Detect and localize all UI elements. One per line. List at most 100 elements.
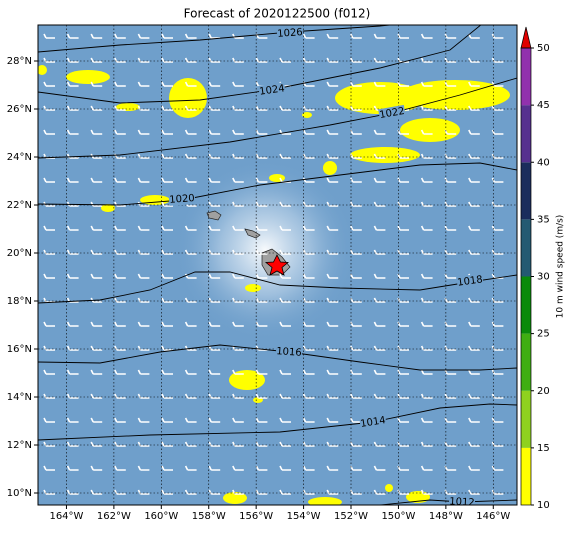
wind-barb: [350, 225, 362, 231]
y-tick-label: 14°N: [7, 392, 32, 403]
wind-barb: [184, 369, 197, 375]
wind-barb: [184, 393, 197, 399]
map-area: 1026 1024 1022 1020 1018 1016 1014 1012: [38, 25, 517, 505]
wind-barb: [373, 249, 386, 255]
wind-barb: [232, 57, 244, 63]
wind-barb: [184, 465, 197, 471]
wind-barb: [232, 105, 244, 111]
wind-barb: [43, 345, 55, 351]
wind-barb: [491, 297, 504, 303]
contour-line: [379, 499, 517, 505]
wind-barb: [43, 321, 55, 327]
wind-barb: [161, 345, 173, 351]
x-tick-label: 152°W: [334, 511, 368, 522]
wind-barb: [279, 489, 291, 495]
wind-barbs: [43, 33, 504, 495]
wind-barb: [208, 465, 221, 471]
wind-barb: [279, 249, 291, 255]
wind-barb: [137, 417, 150, 423]
wind-barb: [444, 297, 457, 303]
wind-barb: [326, 57, 339, 63]
wind-barb: [43, 225, 55, 231]
wind-barb: [232, 81, 244, 87]
wind-barb: [43, 489, 55, 495]
wind-barb: [491, 441, 504, 447]
wind-barb: [326, 465, 339, 471]
wind-barb: [184, 105, 197, 111]
wind-barb: [137, 297, 150, 303]
wind-barb: [420, 81, 433, 87]
wind-barb: [114, 249, 126, 255]
wind-barb: [232, 177, 244, 183]
wind-barb: [350, 369, 362, 375]
wind-barb: [397, 417, 409, 423]
wind-barb: [66, 489, 79, 495]
wind-barb: [350, 249, 362, 255]
x-tick-label: 158°W: [192, 511, 226, 522]
wind-barb: [161, 441, 173, 447]
contour-label-bg: [276, 26, 304, 40]
wind-barb: [66, 441, 79, 447]
wind-barb: [468, 177, 480, 183]
wind-barb: [420, 129, 433, 135]
wind-barb: [279, 297, 291, 303]
wind-barb: [208, 321, 221, 327]
wind-barb: [468, 417, 480, 423]
wind-barb: [208, 369, 221, 375]
wind-barb: [326, 153, 339, 159]
wind-barb: [444, 129, 457, 135]
x-tick-label: 160°W: [144, 511, 178, 522]
colorbar-label: 10 m wind speed (m/s): [556, 215, 566, 319]
x-tick-label: 148°W: [429, 511, 463, 522]
y-tick-label: 22°N: [7, 200, 32, 211]
wind-barb: [90, 81, 103, 87]
wind-barb: [468, 105, 480, 111]
wind-barb: [326, 321, 339, 327]
wind-barb: [137, 465, 150, 471]
wind-barb: [302, 273, 315, 279]
wind-barb: [90, 225, 103, 231]
wind-barb: [468, 57, 480, 63]
wind-barb: [350, 201, 362, 207]
wind-barb: [255, 225, 268, 231]
wind-barb: [161, 393, 173, 399]
wind-barb: [468, 249, 480, 255]
wind-barb: [350, 393, 362, 399]
wind-barb: [184, 441, 197, 447]
wind-barb: [43, 129, 55, 135]
wind-barb: [232, 465, 244, 471]
wind-barb: [184, 417, 197, 423]
wind-barb: [444, 369, 457, 375]
wind-barb: [90, 201, 103, 207]
wind-barb: [468, 225, 480, 231]
wind-barb: [114, 273, 126, 279]
wind-barb: [232, 273, 244, 279]
wind-barb: [420, 225, 433, 231]
wind-barb: [43, 417, 55, 423]
wind-barb: [302, 345, 315, 351]
wind-barb: [350, 177, 362, 183]
wind-barb: [444, 105, 457, 111]
x-tick-label: 164°W: [49, 511, 83, 522]
wind-barb: [468, 201, 480, 207]
wind-barb: [255, 489, 268, 495]
wind-barb: [90, 273, 103, 279]
wind-barb: [66, 369, 79, 375]
wind-barb: [444, 441, 457, 447]
contour-line: [38, 77, 517, 159]
wind-barb: [255, 249, 268, 255]
wind-barb: [43, 105, 55, 111]
wind-barb: [66, 417, 79, 423]
wind-barb: [208, 153, 221, 159]
wind-barb: [279, 465, 291, 471]
colorbar-segment: [521, 447, 531, 505]
wind-barb: [90, 57, 103, 63]
wind-barb: [420, 57, 433, 63]
wind-barb: [90, 489, 103, 495]
wind-barb: [326, 489, 339, 495]
wind-barb: [302, 297, 315, 303]
wind-barb: [208, 57, 221, 63]
wind-barb: [302, 105, 315, 111]
wind-barb: [90, 441, 103, 447]
wind-barb: [397, 369, 409, 375]
